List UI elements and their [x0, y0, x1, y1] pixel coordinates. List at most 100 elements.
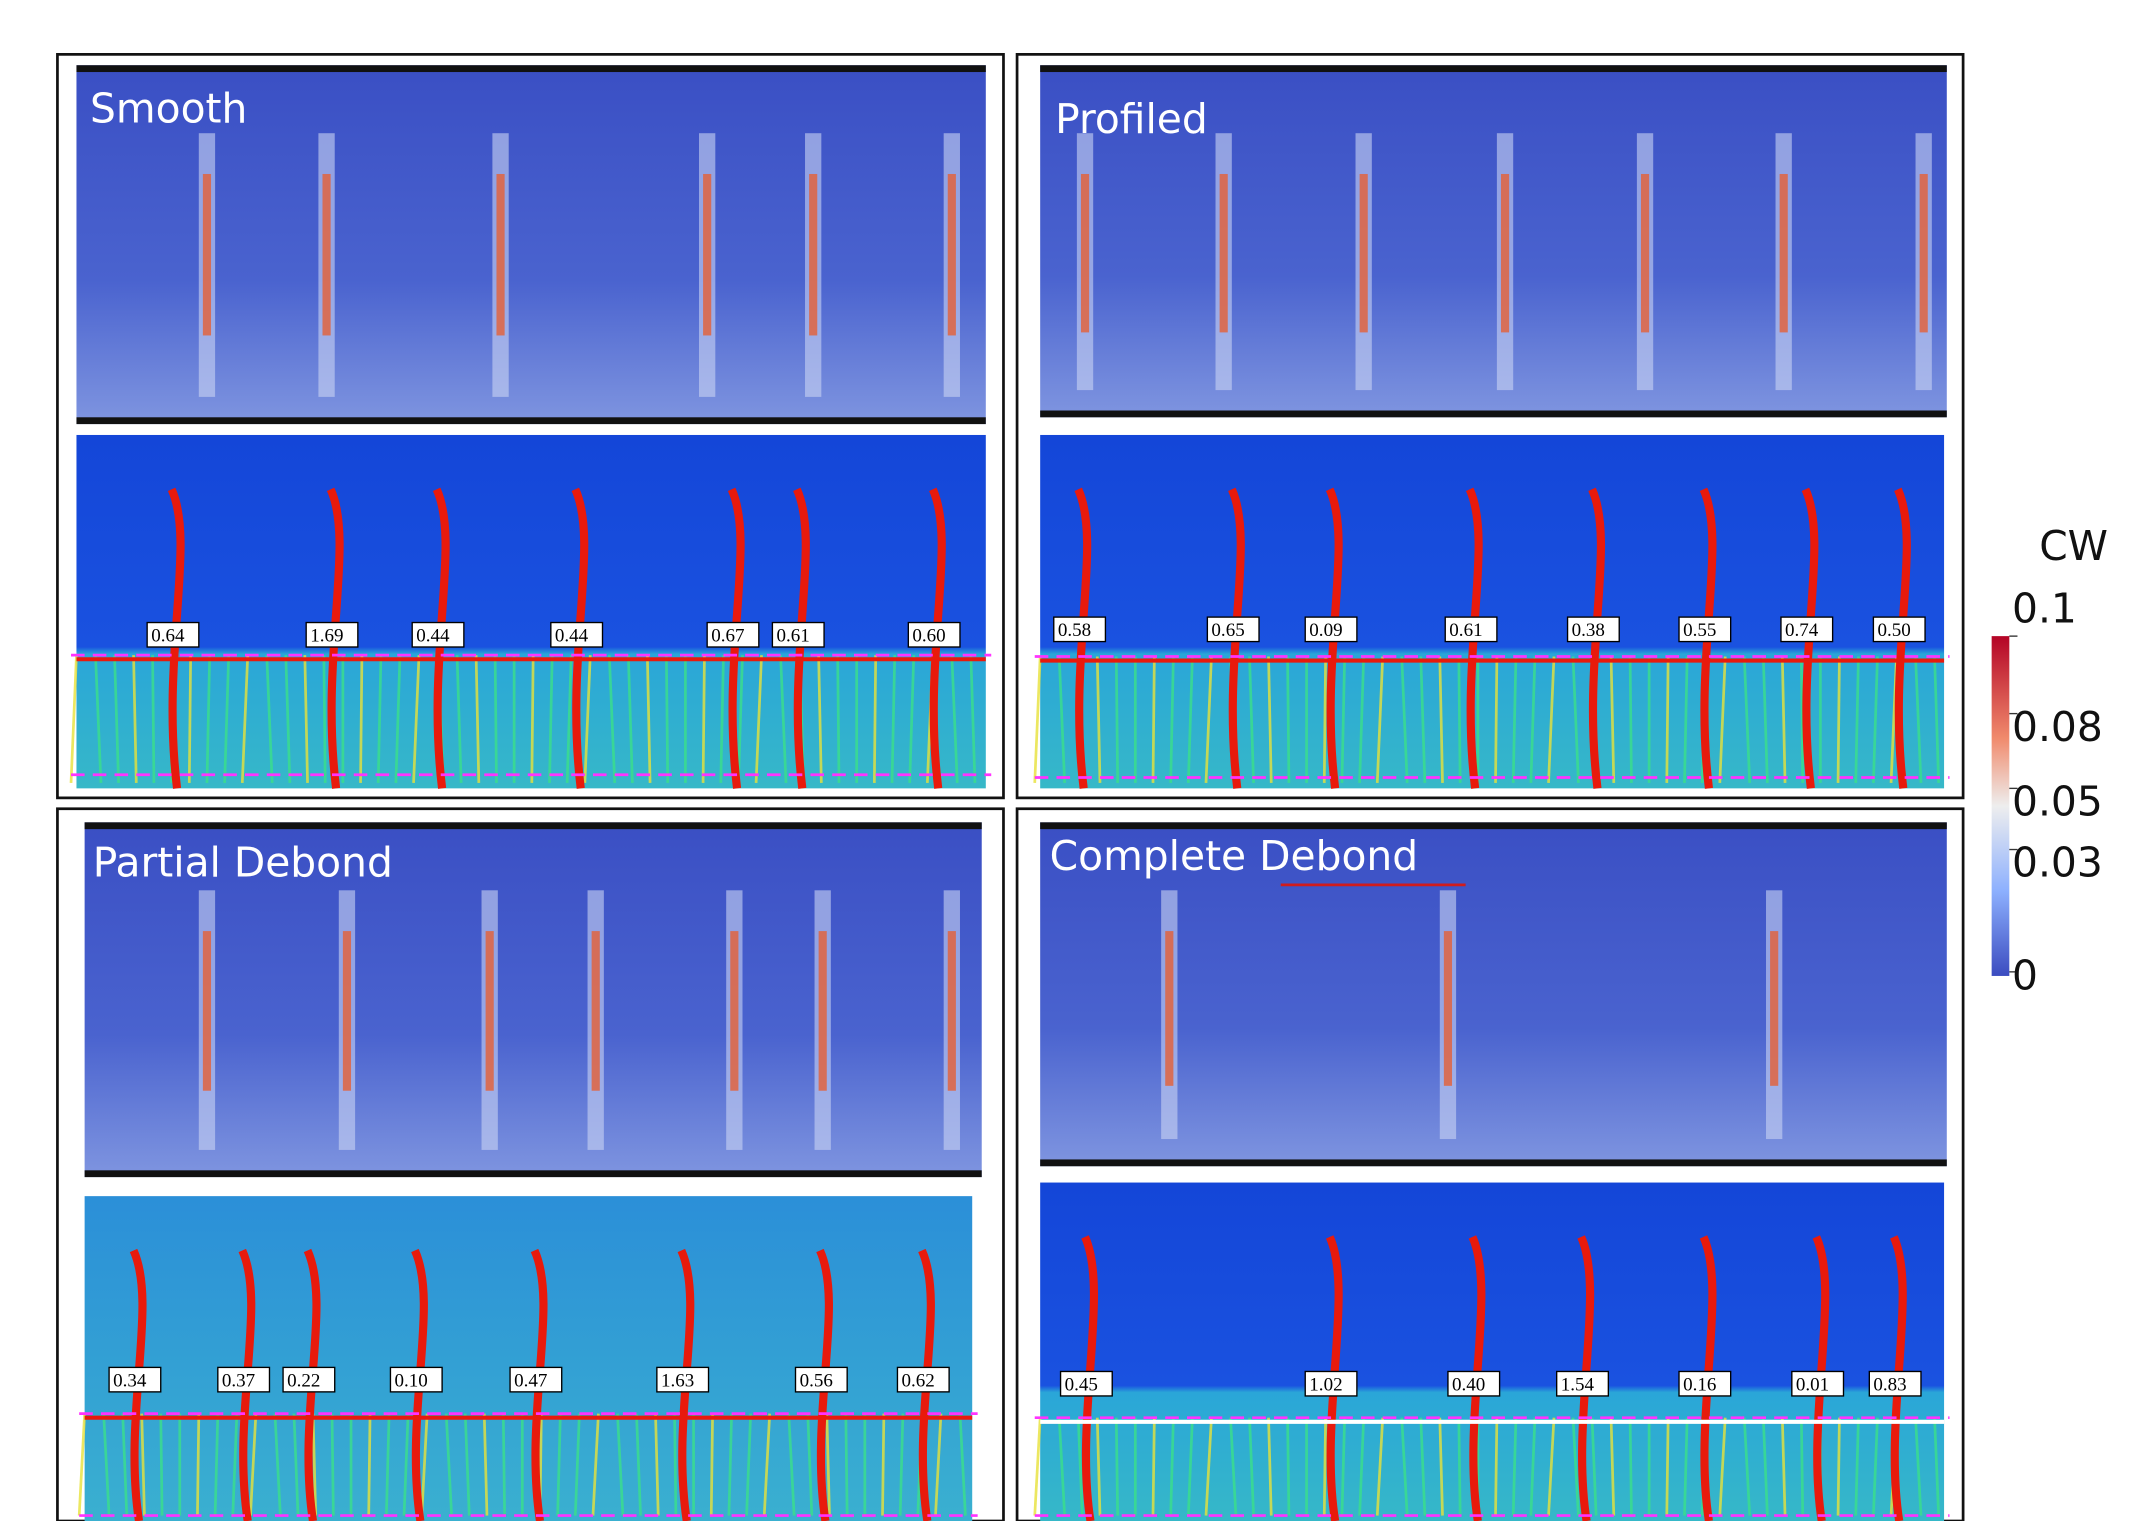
crack-width-label: 0.55 [1683, 620, 1716, 641]
strain-bands [883, 1414, 884, 1516]
crack-streak [203, 931, 211, 1091]
panel-title: Complete Debond [1050, 832, 1418, 880]
image-edge [85, 1170, 982, 1177]
strain-bands [838, 655, 839, 783]
crack-width-label: 0.62 [902, 1370, 935, 1391]
crack-width-label: 0.58 [1058, 620, 1091, 641]
colorbar-tick-label: 0.1 [2012, 585, 2077, 633]
image-edge [76, 417, 985, 424]
crack-streak [592, 931, 600, 1091]
strain-bands [71, 655, 76, 783]
crack-width-label: 0.67 [711, 626, 744, 647]
strain-bands [711, 1414, 712, 1516]
panel-title: Partial Debond [93, 839, 393, 887]
crack-streak [1220, 174, 1228, 332]
crack-width-label: 0.61 [776, 626, 809, 647]
colorbar-tick-label: 0.08 [2012, 703, 2103, 751]
strain-bands [1153, 657, 1154, 783]
crack-width-label: 0.44 [416, 626, 450, 647]
strain-bands [1801, 1418, 1802, 1516]
colorbar-tick-label: 0.05 [2012, 778, 2103, 826]
strain-bands [1116, 1418, 1117, 1516]
crack-streak [730, 931, 738, 1091]
colorbar-tick-label: 0 [2012, 952, 2038, 1000]
strain-bands [1153, 1418, 1154, 1516]
crack-streak [948, 931, 956, 1091]
strain-bands [1496, 657, 1497, 783]
crack-width-label: 1.63 [661, 1370, 694, 1391]
crack-streak [1770, 931, 1778, 1086]
strain-bands [1838, 657, 1839, 783]
image-edge [1040, 822, 1947, 829]
strain-bands [79, 1414, 84, 1516]
image-edge [85, 822, 982, 829]
strain-bands [1630, 657, 1631, 783]
crack-streak [322, 174, 330, 335]
crack-width-label: 0.22 [287, 1370, 320, 1391]
crack-width-label: 0.47 [514, 1370, 547, 1391]
strain-bands [161, 1414, 162, 1516]
crack-streak [1501, 174, 1509, 332]
crack-width-label: 0.34 [113, 1370, 147, 1391]
strain-bands [703, 655, 704, 783]
crack-streak [486, 931, 494, 1091]
strain-bands [503, 1414, 504, 1516]
strain-bands [1288, 1418, 1289, 1516]
crack-streak [948, 174, 956, 335]
crack-width-label: 0.74 [1785, 620, 1819, 641]
image-edge [1040, 65, 1947, 72]
crack-width-label: 0.56 [800, 1370, 833, 1391]
strain-bands [197, 1414, 198, 1516]
crack-width-label: 0.37 [222, 1370, 255, 1391]
colorbar-title: CW [2039, 522, 2108, 570]
crack-streak [203, 174, 211, 335]
strain-bands [361, 655, 362, 783]
strain-map [85, 1196, 973, 1521]
strain-bands [1667, 1418, 1668, 1516]
crack-width-label: 0.40 [1452, 1375, 1485, 1396]
colorbar-tick-label: 0.03 [2012, 839, 2103, 887]
crack-streak [1920, 174, 1928, 332]
strain-bands [324, 655, 325, 783]
strain-bands [1324, 1418, 1325, 1516]
crack-width-label: 1.69 [310, 626, 343, 647]
strain-bands [1116, 657, 1117, 783]
crack-streak [1165, 931, 1173, 1086]
crack-width-label: 0.64 [151, 626, 185, 647]
strain-bands [1667, 657, 1668, 783]
image-edge [76, 65, 985, 72]
strain-map [1040, 1183, 1944, 1521]
strain-bands [495, 655, 496, 783]
image-edge [1040, 410, 1947, 417]
crack-streak [703, 174, 711, 335]
crack-width-label: 0.09 [1309, 620, 1342, 641]
crack-width-label: 1.02 [1309, 1375, 1342, 1396]
crack-width-label: 0.10 [395, 1370, 428, 1391]
crack-width-label: 0.83 [1873, 1375, 1906, 1396]
strain-bands [1035, 1418, 1040, 1516]
strain-bands [1035, 657, 1040, 783]
crack-width-label: 0.61 [1449, 620, 1482, 641]
crack-streak [1081, 174, 1089, 332]
strain-bands [1838, 1418, 1839, 1516]
crack-streak [496, 174, 504, 335]
strain-bands [1288, 657, 1289, 783]
figure: CW 0.10.080.050.0300.641.690.440.440.670… [0, 0, 2132, 1521]
crack-streak [1641, 174, 1649, 332]
crack-width-label: 0.45 [1065, 1375, 1098, 1396]
strain-bands [846, 1414, 847, 1516]
image-edge [1040, 1159, 1947, 1166]
crack-width-label: 0.60 [912, 626, 945, 647]
crack-width-label: 1.54 [1561, 1375, 1595, 1396]
crack-streak [343, 931, 351, 1091]
panel-title: Smooth [90, 84, 247, 132]
crack-streak [819, 931, 827, 1091]
strain-bands [1459, 657, 1460, 783]
crack-streak [1444, 931, 1452, 1086]
panel-title: Profiled [1055, 95, 1208, 143]
strain-bands [666, 655, 667, 783]
crack-width-label: 0.38 [1572, 620, 1605, 641]
strain-bands [1324, 657, 1325, 783]
strain-bands [874, 655, 875, 783]
strain-bands [532, 655, 533, 783]
